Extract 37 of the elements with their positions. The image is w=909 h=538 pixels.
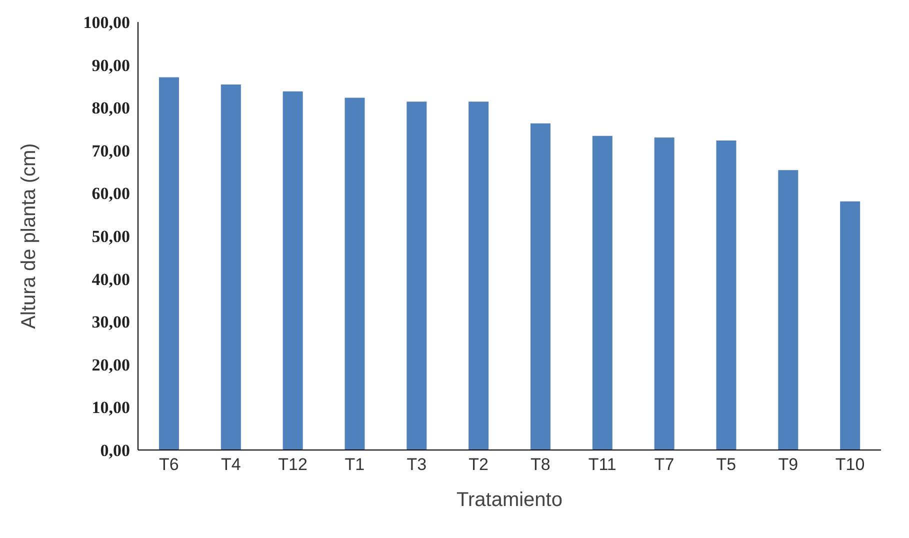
x-tick-label: T11: [588, 455, 616, 474]
bar: [468, 102, 489, 450]
x-tick-label: T1: [344, 455, 365, 474]
x-tick-label: T8: [530, 455, 550, 474]
x-tick-label: T9: [778, 455, 798, 474]
bar: [778, 170, 798, 450]
y-tick-label: 20,00: [92, 355, 130, 374]
bar: [592, 136, 612, 450]
y-axis-title: Altura de planta (cm): [18, 143, 40, 329]
x-tick-label: T6: [159, 455, 179, 474]
bar: [344, 98, 365, 450]
x-tick-label: T3: [406, 455, 427, 474]
bar: [159, 77, 179, 450]
x-tick-label: T2: [468, 455, 488, 474]
x-tick-label: T7: [654, 455, 674, 474]
x-tick-label: T4: [220, 455, 241, 474]
bar: [406, 102, 427, 450]
y-tick-label: 60,00: [92, 184, 130, 204]
y-tick-label: 0,00: [100, 441, 130, 460]
bar: [530, 123, 550, 450]
bar: [840, 201, 860, 450]
bar: [220, 84, 241, 450]
x-tick-label: T5: [716, 455, 736, 474]
y-tick-label: 50,00: [92, 227, 130, 246]
y-tick-label: 100,00: [83, 13, 130, 32]
y-tick-label: 80,00: [92, 98, 130, 118]
y-tick-label: 30,00: [92, 312, 130, 332]
x-tick-label: T10: [835, 455, 865, 474]
y-tick-label: 90,00: [92, 56, 130, 75]
bar: [654, 138, 674, 450]
y-tick-label: 10,00: [92, 398, 130, 418]
y-tick-label: 70,00: [92, 141, 130, 160]
bar: [716, 140, 736, 450]
bar: [282, 91, 303, 450]
x-tick-label: T12: [278, 455, 308, 474]
y-tick-label: 40,00: [92, 270, 130, 289]
x-axis-title: Tratamiento: [456, 489, 562, 511]
